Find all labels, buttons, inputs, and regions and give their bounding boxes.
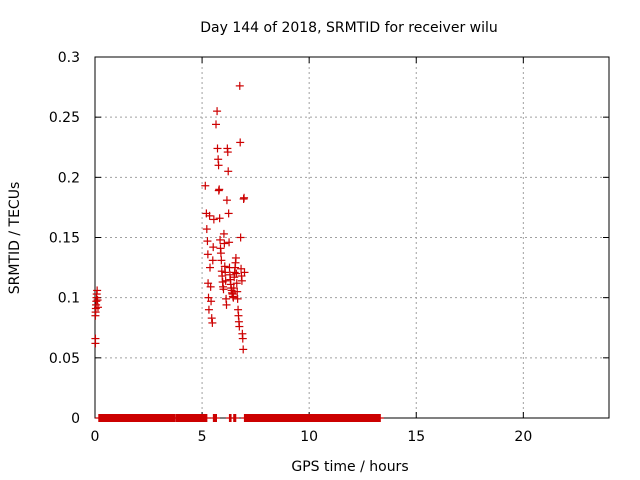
data-point (93, 303, 102, 312)
data-point (219, 285, 228, 294)
data-points (91, 81, 384, 422)
data-point (229, 293, 238, 302)
data-point (232, 269, 241, 278)
data-point (93, 286, 102, 295)
data-point (202, 225, 211, 234)
data-point (209, 215, 218, 224)
data-point (225, 238, 234, 247)
grid-lines (95, 57, 609, 418)
x-tick-label: 0 (91, 429, 100, 445)
data-point (91, 334, 100, 343)
x-tick-label: 15 (407, 429, 425, 445)
data-point (93, 296, 102, 305)
data-point (203, 250, 212, 259)
x-tick-label: 10 (300, 429, 318, 445)
y-tick-label: 0.05 (49, 351, 80, 367)
data-point (219, 229, 228, 238)
data-point (229, 284, 238, 293)
data-point (237, 276, 246, 285)
axis-ticks: 0 5 10 15 20 0 0.05 0.1 0.15 0.2 0.25 0.3 (49, 50, 609, 445)
zero-value-points (172, 414, 211, 422)
x-tick-label: 5 (198, 429, 207, 445)
data-point (237, 264, 246, 273)
data-point (215, 214, 224, 223)
data-point (221, 268, 230, 277)
zero-value-points (230, 414, 240, 422)
y-tick-label: 0 (71, 411, 80, 427)
data-point (214, 161, 223, 170)
data-point (232, 279, 241, 288)
data-point (207, 314, 216, 323)
x-axis-label: GPS time / hours (291, 459, 408, 475)
zero-value-points (240, 414, 384, 422)
data-point (215, 185, 224, 194)
data-point (216, 235, 225, 244)
data-point (212, 120, 221, 129)
data-point (216, 249, 225, 258)
data-point (223, 148, 232, 157)
data-point (236, 138, 245, 147)
data-point (222, 300, 231, 309)
zero-value-points (95, 414, 179, 422)
y-tick-label: 0.25 (49, 110, 80, 126)
data-point (235, 81, 244, 90)
data-point (208, 318, 217, 327)
y-tick-label: 0.2 (58, 170, 80, 186)
y-tick-label: 0.1 (58, 291, 80, 307)
data-point (209, 243, 218, 252)
data-point (204, 305, 213, 314)
data-point (217, 256, 226, 265)
data-point (207, 297, 216, 306)
data-point (203, 237, 212, 246)
data-point (236, 233, 245, 242)
data-point (233, 294, 242, 303)
data-point (206, 263, 215, 272)
data-point (239, 345, 248, 354)
data-point (224, 209, 233, 218)
data-point (213, 107, 222, 116)
y-tick-label: 0.15 (49, 231, 80, 247)
zero-value-points (209, 414, 221, 422)
data-point (231, 253, 240, 262)
data-point (206, 282, 215, 291)
data-point (240, 193, 249, 202)
data-point (235, 322, 244, 331)
y-tick-label: 0.3 (58, 50, 80, 66)
x-tick-label: 20 (514, 429, 532, 445)
data-point (233, 287, 242, 296)
y-axis-label: SRMTID / TECUs (7, 182, 23, 295)
data-point (224, 167, 233, 176)
data-point (238, 334, 247, 343)
data-point (213, 144, 222, 153)
data-point (208, 256, 217, 265)
data-point (220, 239, 229, 248)
data-point (221, 276, 230, 285)
data-point (201, 181, 210, 190)
data-point (222, 196, 231, 205)
chart-title: Day 144 of 2018, SRMTID for receiver wil… (200, 20, 498, 36)
data-point (240, 268, 249, 277)
data-point (205, 211, 214, 220)
